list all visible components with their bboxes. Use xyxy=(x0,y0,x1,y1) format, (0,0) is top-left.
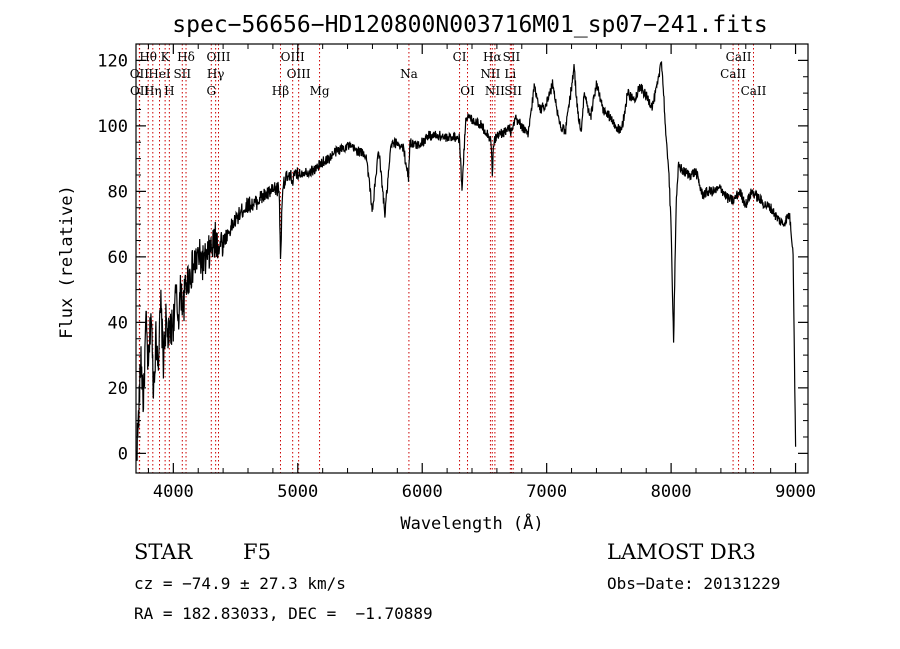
line-label: OII xyxy=(130,84,150,98)
line-label: CI xyxy=(453,50,467,64)
x-tick-label: 8000 xyxy=(651,482,692,502)
plot-border xyxy=(135,43,809,474)
line-label: Hη xyxy=(144,84,162,98)
line-label: H xyxy=(164,84,174,98)
chart-title: spec−56656−HD120800N003716M01_sp07−241.f… xyxy=(172,12,767,38)
y-tick-label: 0 xyxy=(118,444,128,464)
line-label: Hθ xyxy=(139,50,157,64)
line-label: CaII xyxy=(720,67,746,81)
plot-frame xyxy=(135,43,809,474)
x-tick-label: 4000 xyxy=(153,482,194,502)
x-tick-label: 7000 xyxy=(526,482,567,502)
line-label: HeI xyxy=(148,67,171,81)
line-label: OI xyxy=(460,84,475,98)
line-label: Hα xyxy=(483,50,502,64)
line-label: OIII xyxy=(281,50,305,64)
line-label: OII xyxy=(130,67,150,81)
x-tick-label: 6000 xyxy=(402,482,443,502)
redshift-velocity: cz = −74.9 ± 27.3 km/s xyxy=(134,574,346,593)
line-label: NII xyxy=(485,84,505,98)
y-tick-label: 40 xyxy=(108,313,128,333)
line-label: SII xyxy=(173,67,191,81)
line-label: SII xyxy=(504,84,522,98)
object-class: STAR xyxy=(134,540,193,564)
x-tick-label: 5000 xyxy=(277,482,318,502)
line-label: Hδ xyxy=(177,50,195,64)
y-tick-label: 100 xyxy=(97,117,128,137)
line-label: Na xyxy=(400,67,418,81)
y-tick-label: 120 xyxy=(97,51,128,71)
line-label: Mg xyxy=(310,84,330,98)
spectral-subclass: F5 xyxy=(243,540,271,564)
line-label: CaII xyxy=(741,84,767,98)
line-label: NII xyxy=(480,67,500,81)
survey-name: LAMOST DR3 xyxy=(607,540,756,564)
line-label: Hγ xyxy=(207,67,225,81)
line-label: OIII xyxy=(287,67,311,81)
y-tick-label: 20 xyxy=(108,379,128,399)
line-label: G xyxy=(206,84,216,98)
x-axis-label: Wavelength (Å) xyxy=(400,512,543,534)
line-label: OIII xyxy=(206,50,230,64)
y-axis: 0 20 40 60 80 100 120 xyxy=(97,51,808,464)
line-label: Li xyxy=(504,67,516,81)
y-tick-label: 60 xyxy=(108,248,128,268)
line-label: Hβ xyxy=(272,84,289,98)
observation-date: Obs−Date: 20131229 xyxy=(607,574,781,593)
coordinates: RA = 182.83033, DEC = −1.70889 xyxy=(134,604,433,623)
y-axis-label: Flux (relative) xyxy=(57,185,77,339)
y-tick-label: 80 xyxy=(108,182,128,202)
x-tick-label: 9000 xyxy=(775,482,816,502)
line-label: K xyxy=(161,50,171,64)
line-label: SII xyxy=(503,50,521,64)
emission-line-markers xyxy=(138,44,754,473)
spectrum-line xyxy=(135,61,797,462)
line-label: CaII xyxy=(726,50,752,64)
x-axis: 4000 5000 6000 7000 8000 9000 xyxy=(147,44,816,502)
